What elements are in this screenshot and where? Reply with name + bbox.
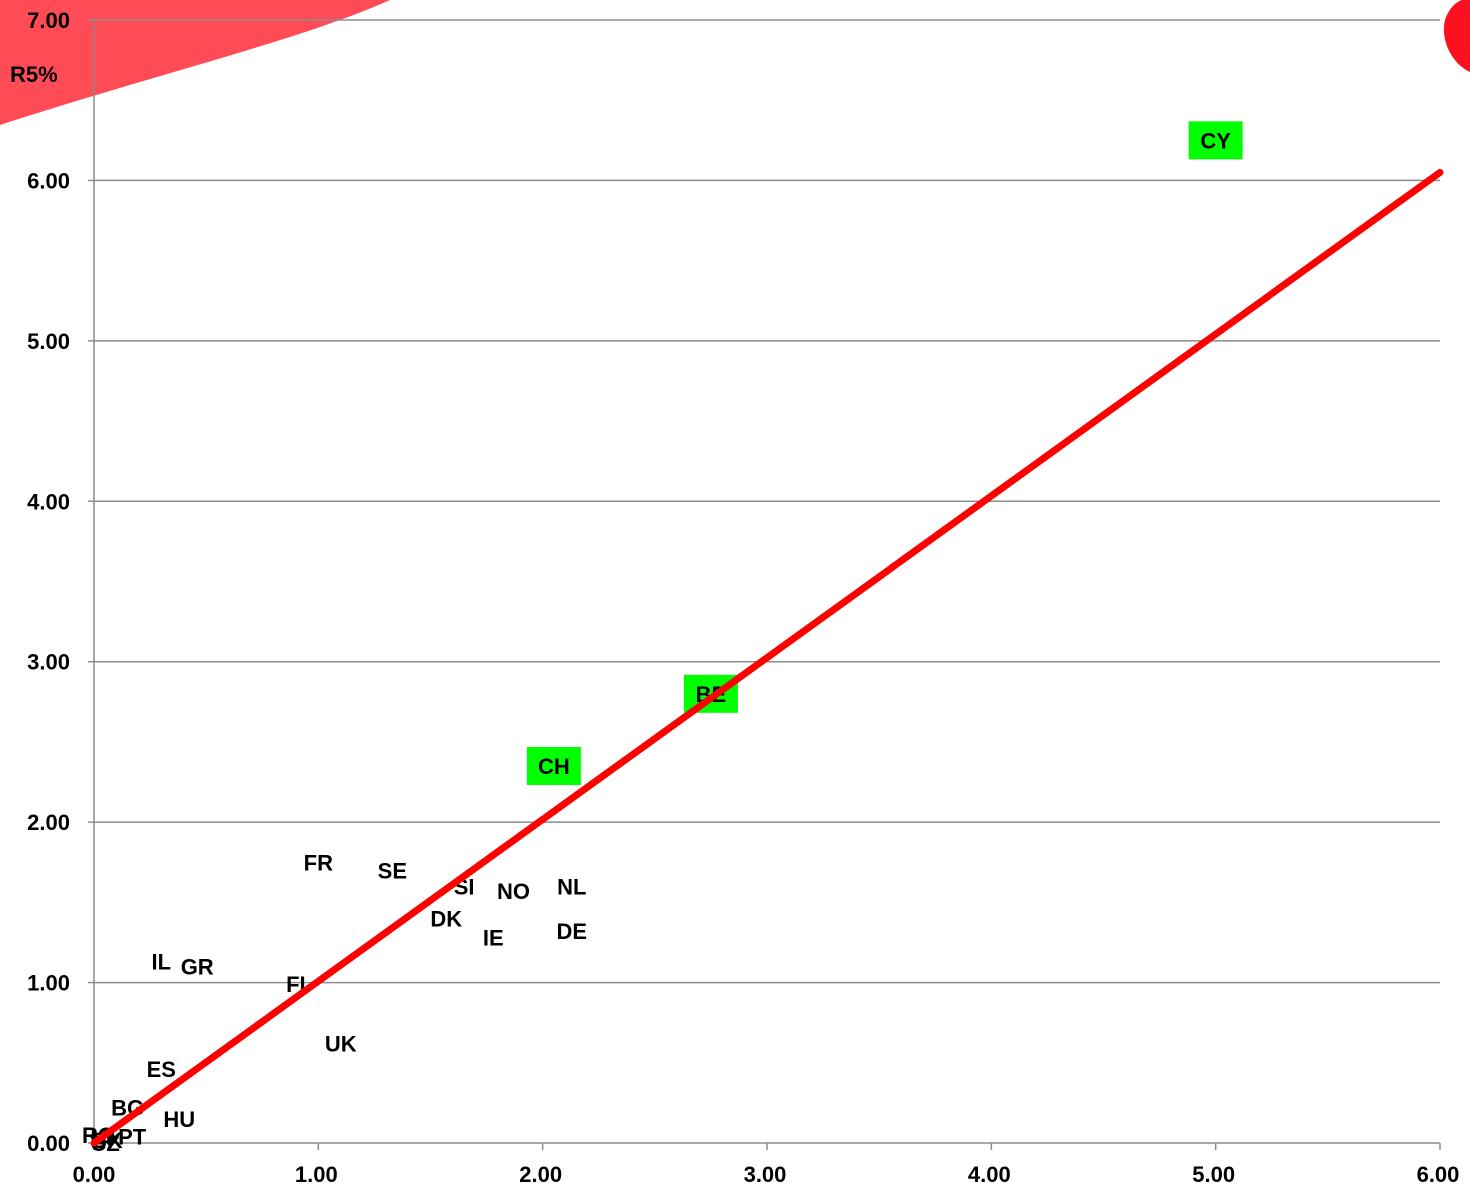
y-tick-label: 7.00 (27, 8, 70, 33)
data-point-ie: IE (483, 926, 504, 951)
y-tick-label: 3.00 (27, 650, 70, 675)
data-point-dk: DK (430, 906, 462, 931)
point-label: FR (304, 850, 333, 875)
point-label: SE (378, 858, 407, 883)
point-label: IL (152, 950, 172, 975)
gridlines (94, 19, 1440, 984)
x-tick-label: 2.00 (519, 1162, 562, 1187)
point-label: HU (163, 1107, 195, 1132)
x-axis-ticks: 0.00 1.00 2.00 3.00 4.00 5.00 6.00 (73, 1143, 1460, 1187)
data-point-de: DE (557, 919, 588, 944)
highlight-box (526, 746, 581, 785)
data-point-fr: FR (304, 850, 333, 875)
point-label: CY (1200, 128, 1231, 153)
point-label: UK (325, 1032, 357, 1057)
y-tick-label: 2.00 (27, 810, 70, 835)
x-tick-label: 5.00 (1192, 1162, 1235, 1187)
data-point-ch: CH (526, 746, 581, 785)
data-point-cy: CY (1188, 121, 1243, 160)
x-tick-label: 1.00 (295, 1162, 338, 1187)
y-tick-label: 0.00 (27, 1131, 70, 1156)
data-point-gr: GR (181, 955, 214, 980)
point-label: DE (557, 919, 588, 944)
x-tick-label: 4.00 (968, 1162, 1011, 1187)
point-label: GR (181, 955, 214, 980)
y-axis-label: R5% (10, 62, 58, 87)
x-tick-label: 3.00 (744, 1162, 787, 1187)
highlight-box (1188, 121, 1243, 160)
point-label: ES (147, 1057, 176, 1082)
point-label: NL (557, 874, 586, 899)
point-label: CH (538, 754, 570, 779)
data-point-uk: UK (325, 1032, 357, 1057)
y-tick-label: 5.00 (27, 329, 70, 354)
y-axis-ticks: 0.00 1.00 2.00 3.00 4.00 5.00 6.00 7.00 (27, 8, 94, 1156)
y-tick-label: 1.00 (27, 971, 70, 996)
y-tick-label: 4.00 (27, 489, 70, 514)
data-point-se: SE (378, 858, 407, 883)
data-point-no: NO (497, 879, 530, 904)
x-tick-label: 0.00 (73, 1162, 116, 1187)
point-label: DK (430, 906, 462, 931)
data-point-il: IL (152, 950, 172, 975)
data-point-hu: HU (163, 1107, 195, 1132)
decorative-red-swoosh (0, 0, 390, 125)
data-point-nl: NL (557, 874, 586, 899)
point-label: NO (497, 879, 530, 904)
reference-line (90, 168, 1444, 1147)
point-label: PT (118, 1125, 147, 1150)
data-point-labels: CYBECHFRSESINONLDKIEDEILGRFIUKESBGHUPTRO… (82, 121, 1243, 1156)
data-point-pt: PT (118, 1125, 147, 1150)
y-tick-label: 6.00 (27, 168, 70, 193)
decorative-red-circle-corner (1443, 0, 1470, 72)
point-label: IE (483, 926, 504, 951)
x-tick-label: 6.00 (1417, 1162, 1460, 1187)
data-point-es: ES (147, 1057, 176, 1082)
